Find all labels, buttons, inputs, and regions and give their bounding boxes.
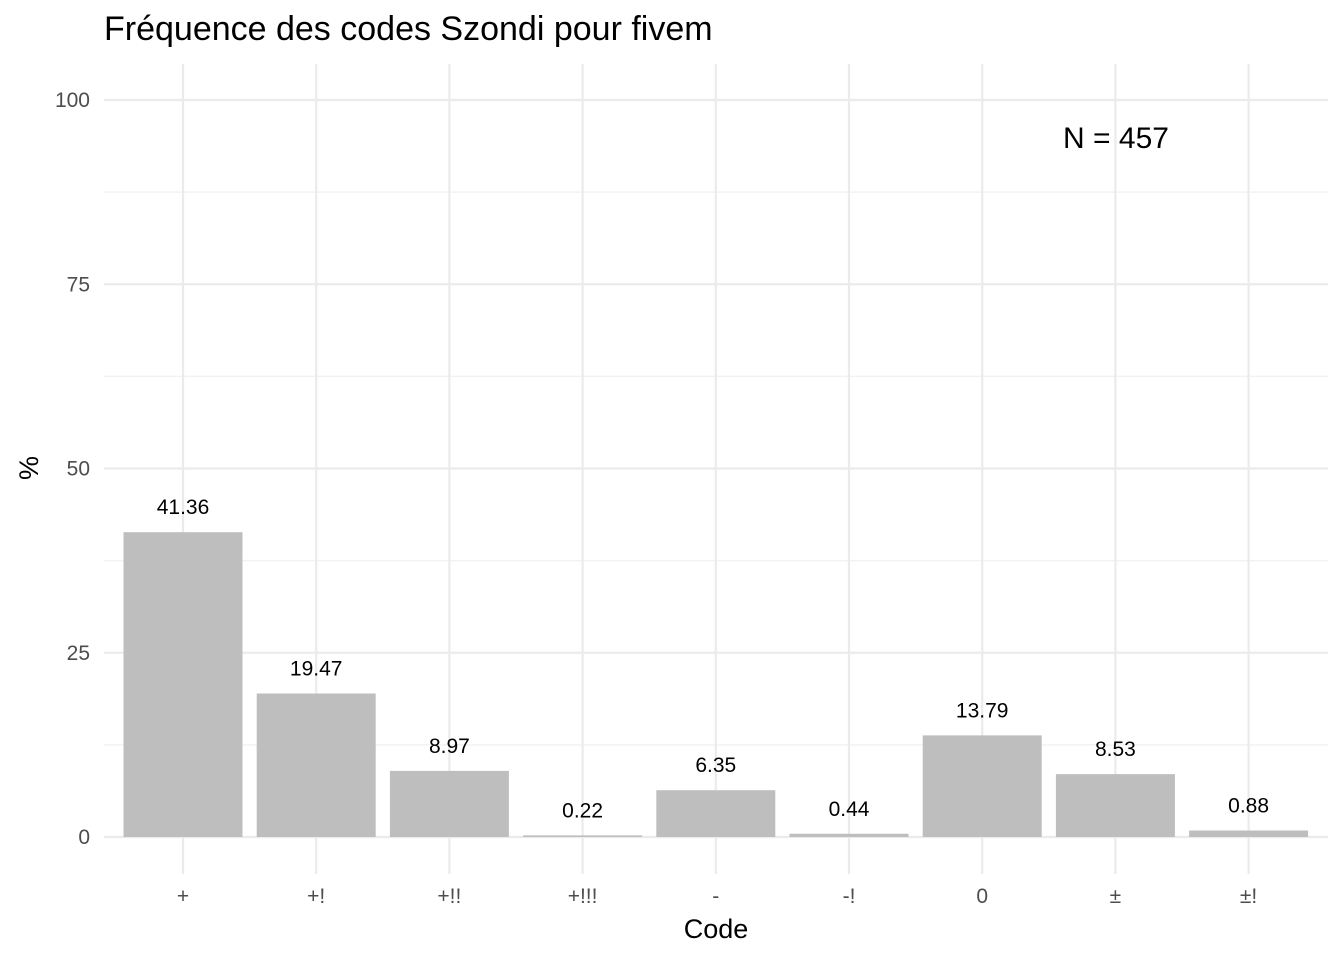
x-tick-label: ±: [1110, 885, 1122, 908]
x-tick-label: +!!: [437, 885, 461, 908]
data-label: 6.35: [695, 754, 736, 777]
bar: [922, 735, 1042, 837]
y-tick-label: 100: [55, 89, 90, 112]
data-label: 8.97: [429, 735, 470, 758]
tick-label-layer: 0 25 50 75 100 + +! +!! +!!! - -! 0 ± ±!: [55, 89, 1257, 908]
bar: [523, 835, 643, 837]
chart-title: Fréquence des codes Szondi pour fivem: [104, 10, 713, 48]
bar: [256, 693, 376, 837]
y-axis-title: %: [14, 456, 44, 480]
x-tick-label: +: [177, 885, 189, 908]
bar: [123, 532, 243, 837]
x-tick-label: 0: [976, 885, 988, 908]
sample-size-annotation: N = 457: [1063, 122, 1169, 155]
bar: [656, 790, 776, 837]
y-tick-label: 25: [67, 642, 90, 665]
x-tick-label: -!: [843, 885, 856, 908]
x-tick-label: +!!!: [568, 885, 598, 908]
bar: [1055, 774, 1175, 837]
data-label: 8.53: [1095, 738, 1136, 761]
y-tick-label: 50: [67, 458, 90, 481]
x-tick-label: ±!: [1240, 885, 1257, 908]
data-label-layer: 41.36 19.47 8.97 0.22 6.35 0.44 13.79 8.53 0.88: [157, 496, 1269, 822]
data-label: 41.36: [157, 496, 210, 519]
data-label: 0.22: [562, 799, 603, 822]
bar: [389, 770, 509, 837]
data-label: 19.47: [290, 658, 343, 681]
x-tick-label: +!: [307, 885, 325, 908]
bar: [789, 833, 909, 837]
data-label: 13.79: [956, 699, 1009, 722]
x-tick-label: -: [712, 885, 719, 908]
y-tick-label: 75: [67, 273, 90, 296]
bar-layer: [123, 532, 1309, 837]
x-axis-title: Code: [684, 914, 749, 944]
y-tick-label: 0: [78, 826, 90, 849]
data-label: 0.44: [829, 798, 870, 821]
data-label: 0.88: [1228, 795, 1269, 818]
bar: [1189, 830, 1309, 837]
